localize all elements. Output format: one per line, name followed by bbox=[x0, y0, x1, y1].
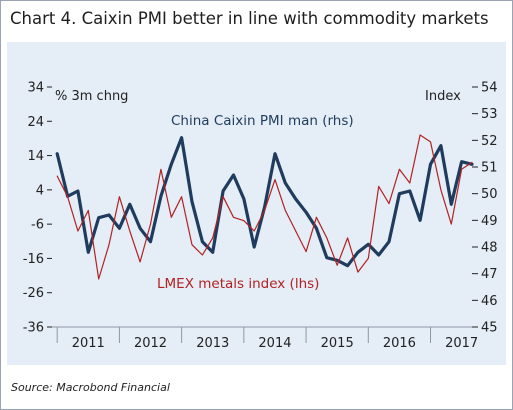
right-axis-tick-label: 54 bbox=[481, 81, 498, 96]
x-axis-tick-label: 2014 bbox=[258, 336, 291, 351]
right-axis-tick-label: 49 bbox=[481, 214, 498, 229]
right-axis-tick-label: 52 bbox=[481, 134, 498, 149]
axes: 3424144-6-16-26-365453525150494847464520… bbox=[23, 81, 498, 352]
x-axis-tick-label: 2012 bbox=[134, 336, 167, 351]
x-axis-tick-label: 2017 bbox=[445, 336, 478, 351]
right-axis-tick-label: 51 bbox=[481, 161, 498, 176]
left-axis-tick-label: -26 bbox=[23, 286, 44, 301]
left-axis-tick-label: -16 bbox=[23, 252, 44, 267]
annotation-pmi: China Caixin PMI man (rhs) bbox=[171, 113, 354, 129]
left-axis-tick-label: 24 bbox=[27, 115, 44, 130]
series-line-lmex-metals-index bbox=[56, 134, 473, 280]
annotation-lmex: LMEX metals index (lhs) bbox=[157, 276, 319, 292]
left-axis-tick-label: 4 bbox=[36, 183, 44, 198]
x-axis-tick-label: 2011 bbox=[72, 336, 105, 351]
x-axis-tick-label: 2016 bbox=[383, 336, 416, 351]
right-axis-label: Index bbox=[425, 89, 461, 104]
left-axis-tick-label: -6 bbox=[31, 218, 44, 233]
left-axis-tick-label: -36 bbox=[23, 321, 44, 336]
x-axis-tick-label: 2013 bbox=[196, 336, 229, 351]
right-axis-tick-label: 53 bbox=[481, 107, 498, 122]
chart-panel: 34 24 14 4 -6 -16 -26 -36 54 53 52 51 50 49 48 47 46 45 20… bbox=[7, 42, 506, 365]
chart-title: Chart 4. Caixin PMI better in line with … bbox=[10, 9, 489, 28]
left-axis-label: % 3m chng bbox=[55, 89, 128, 104]
right-axis-tick-label: 47 bbox=[481, 267, 498, 282]
line-chart: 3424144-6-16-26-365453525150494847464520… bbox=[23, 81, 498, 352]
left-axis-tick-label: 14 bbox=[27, 149, 44, 164]
source-note: Source: Macrobond Financial bbox=[11, 381, 170, 394]
left-axis-tick-label: 34 bbox=[27, 81, 44, 96]
right-axis-tick-label: 45 bbox=[481, 321, 498, 336]
series-line-china-caixin-pmi bbox=[55, 136, 474, 268]
right-axis-tick-label: 46 bbox=[481, 294, 498, 309]
right-axis-tick-label: 48 bbox=[481, 241, 498, 256]
chart-labels: % 3m chng Index China Caixin PMI man (rhs)… bbox=[55, 89, 461, 292]
plot-area bbox=[55, 134, 474, 280]
x-axis-tick-label: 2015 bbox=[321, 336, 354, 351]
right-axis-tick-label: 50 bbox=[481, 187, 498, 202]
